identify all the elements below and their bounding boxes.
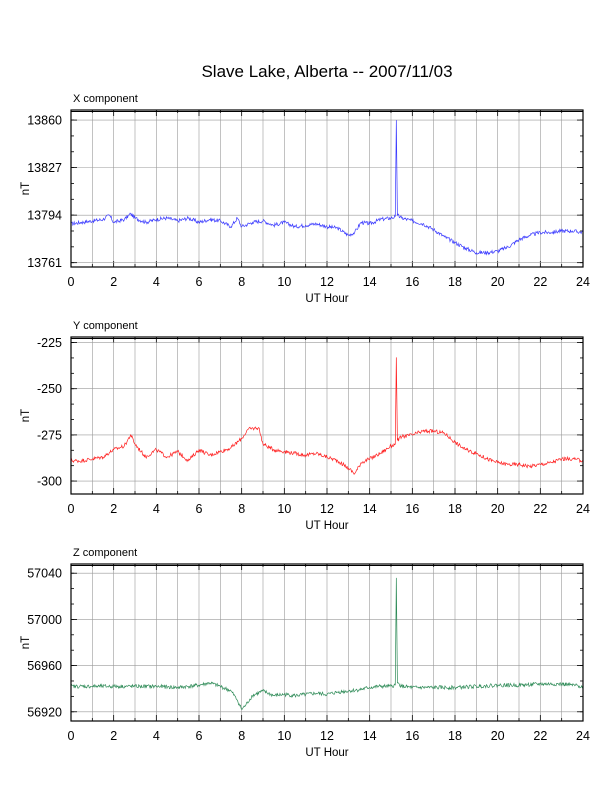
- x-tick-label: 14: [363, 502, 377, 516]
- x-tick-label: 0: [68, 502, 75, 516]
- series-line: [70, 120, 584, 256]
- x-tick-label: 16: [405, 729, 419, 743]
- plot-frame: [70, 563, 584, 722]
- x-axis-title: UT Hour: [305, 747, 348, 759]
- y-tick-label: 56920: [27, 705, 62, 719]
- x-axis-title: UT Hour: [305, 520, 348, 532]
- y-tick-label: 13827: [27, 161, 62, 175]
- y-tick-label: 13761: [27, 256, 62, 270]
- x-axis-title: UT Hour: [305, 293, 348, 305]
- x-tick-label: 4: [153, 502, 160, 516]
- y-tick-label: -275: [37, 428, 62, 442]
- y-tick-label: -300: [37, 475, 62, 489]
- x-tick-label: 2: [110, 275, 117, 289]
- x-tick-label: 8: [238, 275, 245, 289]
- x-tick-label: 20: [491, 729, 505, 743]
- x-tick-label: 18: [448, 502, 462, 516]
- x-tick-label: 14: [363, 275, 377, 289]
- y-tick-label: 57000: [27, 613, 62, 627]
- series-line: [70, 357, 583, 475]
- x-tick-label: 16: [405, 275, 419, 289]
- x-tick-label: 8: [238, 502, 245, 516]
- y-tick-label: 57040: [27, 567, 62, 581]
- x-tick-label: 4: [153, 729, 160, 743]
- panel-2-label: Y component: [73, 320, 138, 332]
- y-tick-label: -250: [37, 382, 62, 396]
- x-tick-label: 22: [533, 275, 547, 289]
- x-tick-label: 18: [448, 275, 462, 289]
- panel-1-label: X component: [73, 93, 138, 105]
- x-tick-label: 12: [320, 729, 334, 743]
- x-tick-label: 10: [277, 502, 291, 516]
- x-tick-label: 18: [448, 729, 462, 743]
- x-tick-label: 12: [320, 275, 334, 289]
- series-line: [70, 577, 584, 710]
- x-tick-label: 10: [277, 729, 291, 743]
- x-tick-label: 22: [533, 502, 547, 516]
- y-tick-label: 56960: [27, 659, 62, 673]
- x-tick-label: 2: [110, 502, 117, 516]
- x-tick-label: 14: [363, 729, 377, 743]
- x-tick-label: 20: [491, 275, 505, 289]
- plot-frame: [70, 336, 584, 495]
- y-tick-label: -225: [37, 336, 62, 350]
- x-tick-label: 20: [491, 502, 505, 516]
- y-axis-title: nT: [20, 636, 32, 649]
- x-tick-label: 0: [68, 729, 75, 743]
- x-tick-label: 10: [277, 275, 291, 289]
- y-axis-title: nT: [20, 182, 32, 195]
- plot-frame: [70, 109, 584, 268]
- chart-title: Slave Lake, Alberta -- 2007/11/03: [201, 62, 452, 81]
- x-tick-label: 16: [405, 502, 419, 516]
- y-tick-label: 13794: [27, 209, 62, 223]
- x-tick-label: 6: [196, 275, 203, 289]
- x-tick-label: 8: [238, 729, 245, 743]
- x-tick-label: 2: [110, 729, 117, 743]
- x-tick-label: 0: [68, 275, 75, 289]
- x-tick-label: 4: [153, 275, 160, 289]
- x-tick-label: 24: [576, 729, 590, 743]
- x-tick-label: 6: [196, 729, 203, 743]
- y-tick-label: 13860: [27, 114, 62, 128]
- x-tick-label: 6: [196, 502, 203, 516]
- x-tick-label: 24: [576, 275, 590, 289]
- x-tick-label: 12: [320, 502, 334, 516]
- x-tick-label: 24: [576, 502, 590, 516]
- panel-3-label: Z component: [73, 547, 137, 559]
- x-tick-label: 22: [533, 729, 547, 743]
- y-axis-title: nT: [20, 409, 32, 422]
